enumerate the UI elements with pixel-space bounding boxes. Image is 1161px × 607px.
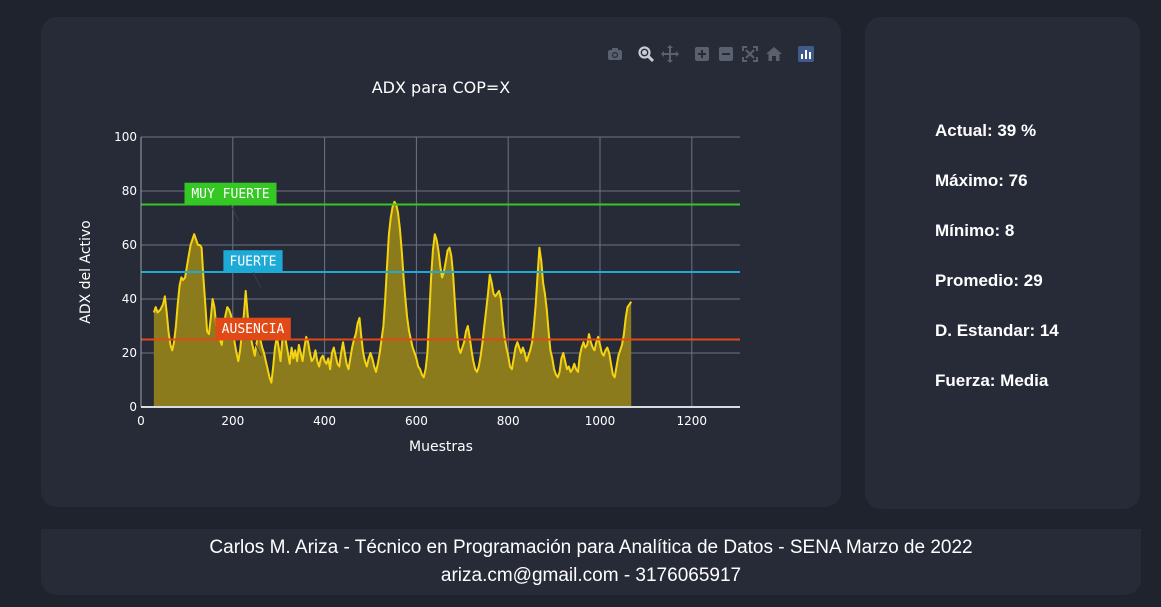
stat-minimo: Mínimo: 8 bbox=[935, 221, 1015, 240]
y-tick-label: 40 bbox=[122, 292, 137, 306]
autoscale-icon[interactable] bbox=[741, 45, 759, 63]
x-tick-label: 1000 bbox=[585, 414, 616, 428]
x-tick-label: 0 bbox=[137, 414, 145, 428]
footer-credits: Carlos M. Ariza - Técnico en Programació… bbox=[209, 537, 973, 558]
annotation-arrow bbox=[230, 204, 239, 221]
x-tick-label: 200 bbox=[221, 414, 244, 428]
footer: Carlos M. Ariza - Técnico en Programació… bbox=[41, 529, 1141, 595]
y-tick-label: 80 bbox=[122, 184, 137, 198]
adx-area-fill bbox=[153, 201, 632, 407]
footer-contact: ariza.cm@gmail.com - 3176065917 bbox=[440, 565, 742, 586]
reset-home-icon[interactable] bbox=[765, 45, 783, 63]
y-tick-label: 60 bbox=[122, 238, 137, 252]
y-axis-label: ADX del Activo bbox=[78, 220, 94, 324]
zoom-out-icon[interactable] bbox=[717, 45, 735, 63]
annotation-box-ausencia bbox=[215, 317, 291, 340]
camera-icon[interactable] bbox=[606, 45, 624, 63]
y-tick-label: 0 bbox=[129, 400, 137, 414]
x-tick-label: 400 bbox=[313, 414, 336, 428]
annotation-label-ausencia: AUSENCIA bbox=[222, 322, 285, 337]
annotation-label-muy-fuerte: MUY FUERTE bbox=[191, 187, 269, 202]
annotation-label-fuerte: FUERTE bbox=[230, 255, 277, 270]
x-axis-label: Muestras bbox=[409, 439, 473, 455]
stat-desviacion: D. Estandar: 14 bbox=[935, 321, 1059, 340]
stat-maximo: Máximo: 76 bbox=[935, 171, 1028, 190]
y-tick-label: 20 bbox=[122, 346, 137, 360]
annotation-box-fuerte bbox=[223, 250, 283, 273]
chart-card: 0 20 40 60 80 100 0 200 400 600 800 1000 1200 MUY FU… bbox=[41, 17, 841, 507]
x-tick-label: 600 bbox=[405, 414, 428, 428]
plotly-logo-icon[interactable] bbox=[797, 45, 815, 63]
stat-actual: Actual: 39 % bbox=[935, 121, 1037, 140]
y-tick-label: 100 bbox=[114, 130, 137, 144]
x-tick-label: 800 bbox=[497, 414, 520, 428]
annotation-arrow bbox=[252, 339, 262, 356]
annotation-box-muy-fuerte bbox=[184, 182, 277, 205]
chart-title: ADX para COP=X bbox=[372, 78, 511, 97]
pan-icon[interactable] bbox=[661, 45, 679, 63]
stats-panel: Actual: 39 % Máximo: 76 Mínimo: 8 Promed… bbox=[865, 17, 1140, 509]
zoom-in-icon[interactable] bbox=[693, 45, 711, 63]
zoom-icon[interactable] bbox=[637, 45, 655, 63]
annotation-arrow bbox=[252, 271, 262, 289]
x-tick-label: 1200 bbox=[677, 414, 708, 428]
stat-fuerza: Fuerza: Media bbox=[935, 371, 1049, 390]
stat-promedio: Promedio: 29 bbox=[935, 271, 1043, 290]
